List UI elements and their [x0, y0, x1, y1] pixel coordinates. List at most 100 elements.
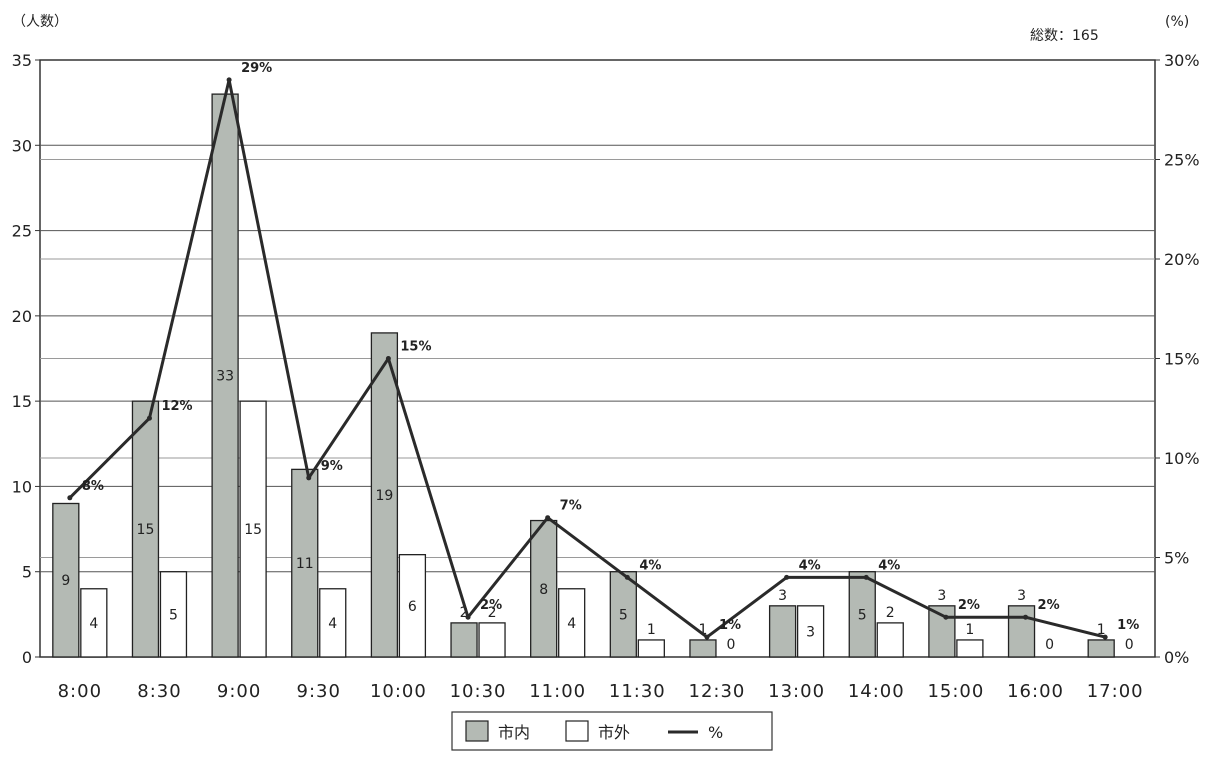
total-count-label: 総数：165	[1030, 28, 1099, 44]
bar-shigai	[956, 639, 984, 658]
bar-value-label-shigai: 15	[244, 522, 262, 538]
left-tick-label: 5	[22, 563, 32, 582]
bar-value-label-shigai: 4	[328, 616, 337, 632]
left-tick-label: 30	[12, 136, 32, 155]
x-tick-label: 13:00	[768, 681, 825, 702]
bar-value-label-shinai: 5	[858, 607, 867, 623]
bar-value-label-shinai: 15	[137, 522, 155, 538]
right-tick-label: 25%	[1164, 151, 1200, 170]
bar-value-label-shigai: 4	[567, 616, 576, 632]
bar-shinai	[131, 400, 160, 658]
bar-value-label-shigai: 5	[169, 607, 178, 623]
bar-value-label-shigai: 0	[727, 637, 736, 653]
bar-shinai	[211, 93, 239, 658]
bar-shinai	[848, 571, 876, 658]
bar-shigai	[637, 639, 665, 658]
percent-point	[226, 77, 232, 83]
right-tick-label: 10%	[1164, 449, 1200, 468]
right-axis-ticks: 0% 5% 10% 15% 20% 25% 30%	[1155, 51, 1200, 667]
bar-shinai	[530, 519, 558, 658]
percent-point	[624, 574, 630, 580]
bar-value-label-shigai: 2	[488, 605, 497, 621]
percent-point	[545, 515, 551, 521]
right-tick-label: 0%	[1164, 648, 1189, 667]
bar-shinai	[291, 468, 319, 658]
percent-label: 4%	[639, 558, 661, 573]
bar-shinai	[1007, 605, 1036, 658]
bar-value-label-shinai: 19	[375, 488, 393, 504]
percent-point	[704, 634, 710, 640]
x-tick-label: 10:30	[450, 681, 507, 702]
percent-point	[385, 356, 391, 361]
y-left-axis-label: （人数）	[12, 14, 68, 30]
percent-label: 8%	[82, 479, 104, 494]
bar-shinai	[609, 571, 637, 658]
percent-line	[68, 78, 1106, 639]
bar-shigai	[398, 554, 427, 658]
left-tick-label: 10	[12, 477, 32, 496]
bar-value-label-shinai: 3	[937, 588, 946, 604]
bar-value-label-shinai: 8	[539, 582, 548, 598]
percent-label: 12%	[161, 399, 192, 414]
bar-shigai	[558, 588, 586, 658]
x-tick-label: 8:00	[58, 681, 102, 702]
bar-value-label-shinai: 5	[619, 607, 628, 623]
bar-shigai	[80, 588, 108, 658]
percent-label: 2%	[1038, 598, 1060, 613]
legend-swatch-shigai	[565, 720, 589, 742]
bar-shigai	[319, 588, 347, 658]
percent-point	[1102, 634, 1108, 640]
x-tick-label: 15:00	[927, 681, 984, 702]
x-tick-label: 9:00	[217, 681, 261, 702]
percent-point	[67, 495, 73, 501]
x-tick-label: 12:30	[689, 681, 746, 702]
x-tick-label: 10:00	[370, 681, 427, 702]
bar-value-label-shigai: 4	[89, 616, 98, 632]
bar-value-label-shinai: 1	[1097, 622, 1106, 638]
bar-shinai	[450, 622, 478, 658]
right-tick-label: 5%	[1164, 549, 1189, 568]
bar-value-label-shigai: 0	[1045, 637, 1054, 653]
bar-shinai	[370, 332, 399, 658]
percent-label: 1%	[1117, 618, 1139, 633]
bar-shinai	[768, 605, 797, 658]
bar-value-label-shinai: 11	[296, 556, 314, 572]
percent-label: 29%	[241, 61, 272, 76]
bar-value-label-shinai: 9	[61, 573, 70, 589]
percent-point	[863, 574, 869, 580]
bar-value-label-shinai: 3	[778, 588, 787, 604]
right-tick-label: 30%	[1164, 51, 1200, 70]
x-tick-label: 11:30	[609, 681, 666, 702]
x-tick-label: 17:00	[1087, 681, 1144, 702]
percent-label: 2%	[480, 598, 502, 613]
bar-shinai	[928, 605, 956, 658]
legend-label-percent: %	[708, 723, 723, 742]
percent-label: 9%	[321, 459, 343, 474]
bar-shigai	[239, 400, 267, 658]
legend-label-shigai: 市外	[598, 723, 630, 742]
percent-label: 4%	[878, 558, 900, 573]
left-tick-label: 35	[12, 51, 32, 70]
percent-point	[1023, 614, 1029, 620]
left-axis-ticks: 0 5 10 15 20 25 30 35	[12, 51, 40, 667]
bar-value-label-shigai: 3	[806, 624, 815, 640]
bar-value-label-shigai: 1	[647, 622, 656, 638]
percent-label: 7%	[560, 499, 582, 514]
x-tick-label: 9:30	[297, 681, 341, 702]
x-tick-label: 14:00	[848, 681, 905, 702]
percent-point	[465, 614, 471, 620]
x-tick-label: 16:00	[1007, 681, 1064, 702]
percent-line-layer: 8% 12% 29% 9% 15% 2% 7% 4% 1% 4% 4% 2% 2% 1%	[67, 61, 1139, 640]
left-tick-label: 0	[22, 648, 32, 667]
bar-value-label-shinai: 3	[1017, 588, 1026, 604]
bar-value-label-shigai: 0	[1125, 637, 1134, 653]
bar-value-label-shigai: 6	[408, 599, 417, 615]
legend-box	[451, 711, 773, 751]
grid-layer	[39, 59, 1156, 658]
percent-label: 2%	[958, 598, 980, 613]
x-axis-ticks: 8:00 8:30 9:00 9:30 10:00 10:30 11:00 11:30 12:3…	[58, 681, 1144, 702]
legend-swatch-shinai	[465, 720, 489, 742]
percent-label: 4%	[799, 558, 821, 573]
